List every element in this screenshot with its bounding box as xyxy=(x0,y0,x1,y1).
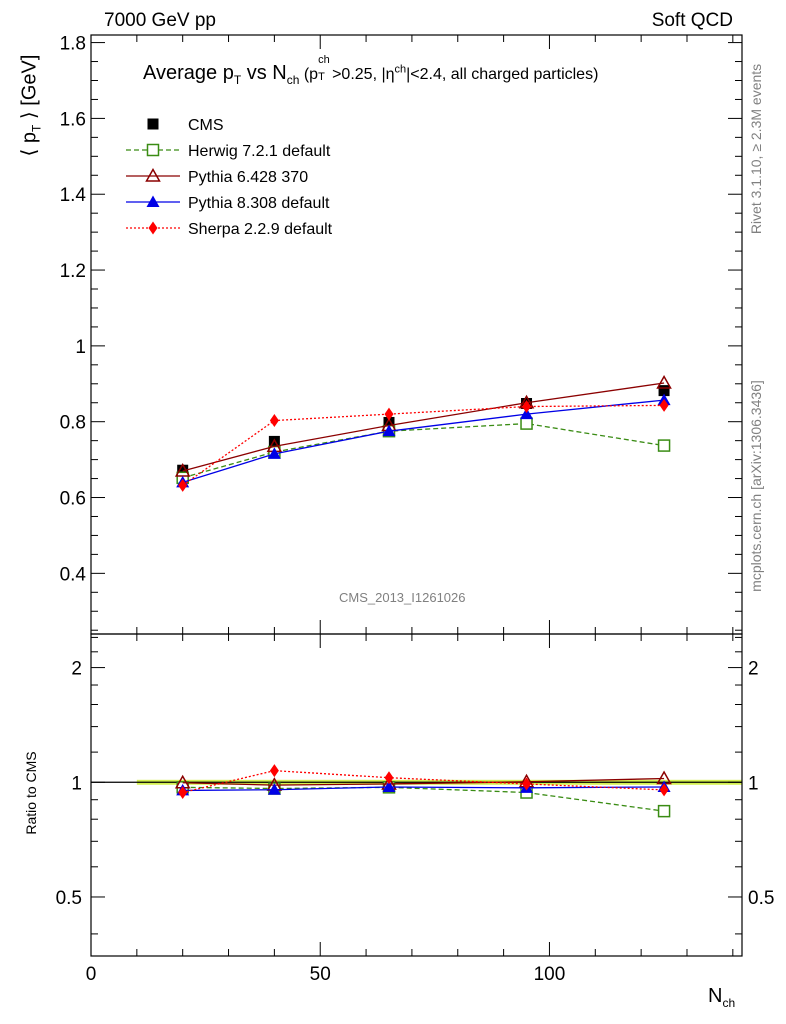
x-tick-label: 0 xyxy=(86,964,97,985)
main-y-tick-label: 1.2 xyxy=(60,261,86,282)
legend-entry-4-marker xyxy=(148,221,158,235)
main-series-4-point xyxy=(269,414,279,428)
main-y-tick-label: 0.8 xyxy=(60,413,86,434)
ratio-series-3-point xyxy=(178,786,188,800)
main-series-4-point xyxy=(384,407,394,421)
x-axis-label: Nch xyxy=(708,985,736,1010)
main-series-3-point xyxy=(520,407,534,420)
ratio-plot: 0.5 0.5 1 1 2 2 0 50 100 xyxy=(56,633,774,985)
ratio-series-2-point xyxy=(267,783,281,795)
main-series-3-point xyxy=(382,424,396,437)
main-y-tick-label: 1.6 xyxy=(60,109,86,130)
chart-title: Average pT vs Nch (p ch T >0.25, |ηch|<2.4,… xyxy=(143,54,599,87)
legend-entry-0-label: CMS xyxy=(188,117,224,134)
ratio-series-3-point xyxy=(522,777,532,791)
main-series-0-point xyxy=(658,385,670,397)
ratio-series-2-point xyxy=(382,780,396,792)
main-y-axis-label: ⟨ pT ⟩ [GeV] xyxy=(18,54,44,157)
ratio-series-3-point xyxy=(659,783,669,797)
legend-entry-4-label: Sherpa 2.2.9 default xyxy=(188,221,333,238)
legend-entry-1-label: Herwig 7.2.1 default xyxy=(188,143,331,160)
main-series-1-line xyxy=(182,422,665,479)
ratio-series-0-point xyxy=(657,804,671,818)
ratio-frame xyxy=(90,633,743,957)
main-series-0-point xyxy=(268,435,280,447)
ratio-y-tick-label: 1 xyxy=(71,773,82,794)
x-tick-label: 50 xyxy=(310,964,331,985)
main-series-0-point xyxy=(177,464,189,476)
main-series-2-point xyxy=(656,375,672,389)
main-y-tick-label: 0.6 xyxy=(60,489,86,510)
main-series-0-point xyxy=(383,416,395,428)
legend-entry-2-marker xyxy=(145,167,161,182)
legend-entry-2-label: Pythia 6.428 370 xyxy=(188,169,308,186)
ratio-y-tick-label-right: 2 xyxy=(748,659,759,680)
legend-entry-3-label: Pythia 8.308 default xyxy=(188,195,330,212)
main-series-1-point xyxy=(657,439,671,452)
ratio-y-tick-label-right: 1 xyxy=(748,773,759,794)
ratio-series-3-point xyxy=(384,771,394,785)
main-series-3-point xyxy=(267,447,281,459)
main-series-4-line xyxy=(182,404,665,486)
ratio-y-tick-label-right: 0.5 xyxy=(748,888,774,909)
main-y-tick-label: 1.4 xyxy=(60,185,87,206)
main-plot: 0.4 0.6 0.8 1 1.2 1.4 1.6 1.8 CMS Herwig 7.2.1 de… xyxy=(60,34,743,635)
main-series-4-point xyxy=(522,400,532,414)
ratio-y-tick-label: 0.5 xyxy=(56,888,82,909)
mcplots-reference-label: mcplots.cern.ch [arXiv:1306.3436] xyxy=(748,380,764,592)
main-series-1-point xyxy=(520,417,533,430)
ratio-series-3-point xyxy=(269,764,279,778)
ratio-y-axis-label: Ratio to CMS xyxy=(23,751,39,835)
rivet-version-label: Rivet 3.1.10, ≥ 2.3M events xyxy=(748,63,764,235)
analysis-id-label: CMS_2013_I1261026 xyxy=(339,590,466,605)
main-y-tick-label: 0.4 xyxy=(60,564,87,585)
ratio-y-tick-label: 2 xyxy=(71,659,82,680)
x-tick-label: 100 xyxy=(534,964,566,985)
energy-label: 7000 GeV pp xyxy=(104,10,216,31)
category-label: Soft QCD xyxy=(651,10,733,31)
ratio-series-0-line xyxy=(182,786,665,812)
main-series-4-point xyxy=(178,478,188,492)
main-y-tick-label: 1.8 xyxy=(60,34,86,55)
main-series-4-point xyxy=(659,398,669,412)
legend-entry-3-marker xyxy=(146,195,160,207)
legend-entry-1-marker xyxy=(146,143,160,157)
main-y-tick-label: 1 xyxy=(75,337,86,358)
legend-entry-0-marker xyxy=(147,118,159,130)
